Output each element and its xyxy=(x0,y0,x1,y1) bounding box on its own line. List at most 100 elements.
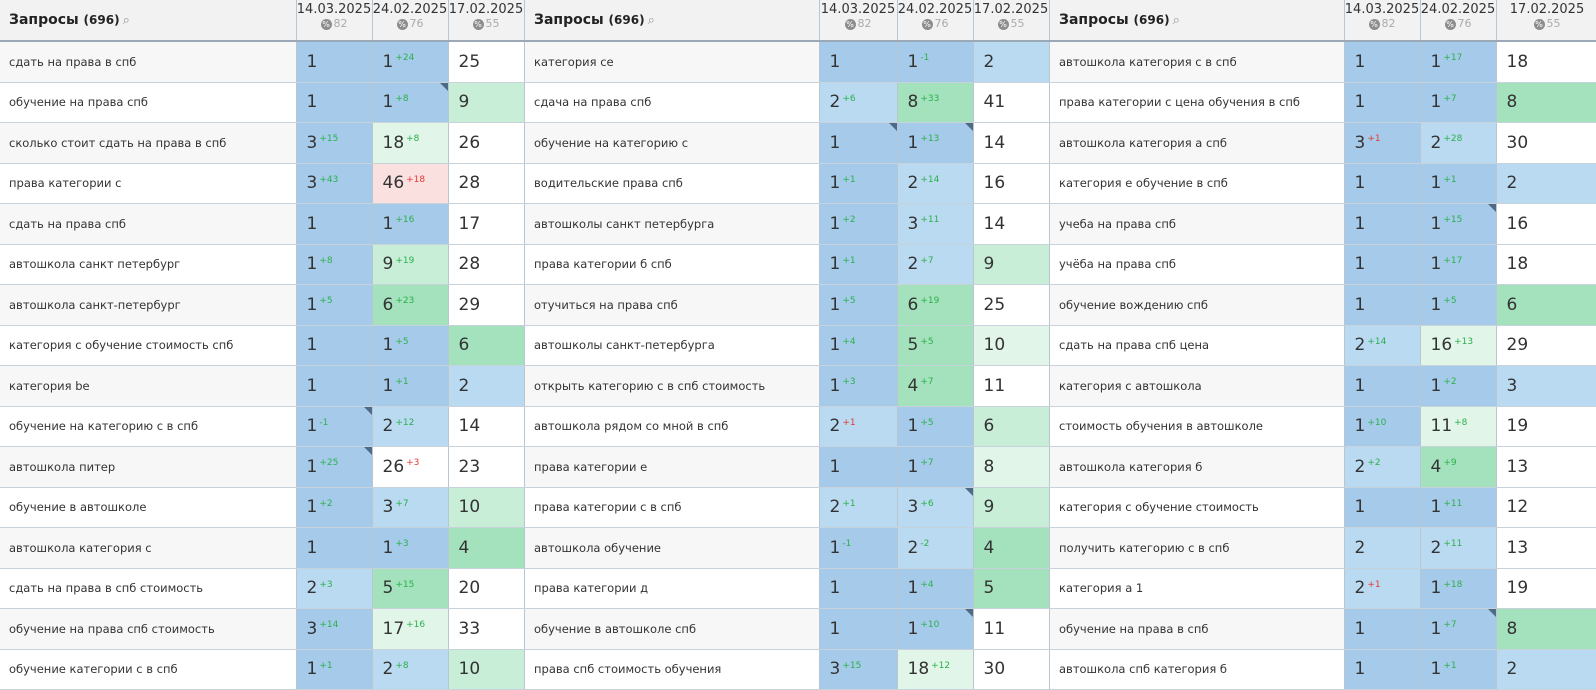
position-cell[interactable]: 1+17 xyxy=(1420,41,1496,82)
date-column-header[interactable]: 17.02.2025%55 xyxy=(973,0,1049,41)
position-cell[interactable]: 18+8 xyxy=(372,123,448,164)
query-cell[interactable]: обучение на права спб xyxy=(0,82,296,123)
position-cell[interactable]: 26 xyxy=(448,123,524,164)
query-cell[interactable]: обучение на категорию с в спб xyxy=(0,406,296,447)
query-cell[interactable]: автошкола санкт-петербург xyxy=(0,285,296,326)
position-cell[interactable]: 11 xyxy=(973,366,1049,407)
query-cell[interactable]: обучение на права спб стоимость xyxy=(0,609,296,650)
position-cell[interactable]: 3+6 xyxy=(897,487,973,528)
position-cell[interactable]: 46+18 xyxy=(372,163,448,204)
query-cell[interactable]: автошкола категория б xyxy=(1050,447,1344,488)
position-cell[interactable]: 1 xyxy=(1344,163,1420,204)
position-cell[interactable]: 12 xyxy=(1496,487,1596,528)
query-cell[interactable]: автошколы санкт-петербурга xyxy=(525,325,819,366)
query-cell[interactable]: автошкола рядом со мной в спб xyxy=(525,406,819,447)
position-cell[interactable]: 3 xyxy=(1496,366,1596,407)
query-cell[interactable]: обучение на категорию с xyxy=(525,123,819,164)
query-cell[interactable]: стоимость обучения в автошколе xyxy=(1050,406,1344,447)
query-cell[interactable]: обучение в автошколе xyxy=(0,487,296,528)
position-cell[interactable]: 2+1 xyxy=(819,487,897,528)
position-cell[interactable]: 1 xyxy=(296,366,372,407)
position-cell[interactable]: 14 xyxy=(448,406,524,447)
position-cell[interactable]: 2+1 xyxy=(819,406,897,447)
query-cell[interactable]: права категории д xyxy=(525,568,819,609)
date-column-header[interactable]: 17.02.2025%55 xyxy=(1496,0,1596,41)
position-cell[interactable]: 1+2 xyxy=(1420,366,1496,407)
position-cell[interactable]: 10 xyxy=(448,649,524,690)
position-cell[interactable]: 23 xyxy=(448,447,524,488)
position-cell[interactable]: 10 xyxy=(973,325,1049,366)
position-cell[interactable]: 1+4 xyxy=(819,325,897,366)
query-cell[interactable]: отучиться на права спб xyxy=(525,285,819,326)
query-cell[interactable]: автошкола категория с в спб xyxy=(1050,41,1344,82)
position-cell[interactable]: 1 xyxy=(1344,366,1420,407)
search-icon[interactable]: ⌕ xyxy=(648,13,655,28)
query-cell[interactable]: учёба на права спб xyxy=(1050,244,1344,285)
position-cell[interactable]: 1+8 xyxy=(372,82,448,123)
query-cell[interactable]: автошкола спб категория б xyxy=(1050,649,1344,690)
query-cell[interactable]: сдать на права в спб стоимость xyxy=(0,568,296,609)
query-cell[interactable]: обучение в автошколе спб xyxy=(525,609,819,650)
position-cell[interactable]: 1 xyxy=(1344,82,1420,123)
position-cell[interactable]: 16 xyxy=(1496,204,1596,245)
position-cell[interactable]: 1 xyxy=(1344,285,1420,326)
position-cell[interactable]: 3+15 xyxy=(819,649,897,690)
position-cell[interactable]: 28 xyxy=(448,244,524,285)
query-cell[interactable]: категория се xyxy=(525,41,819,82)
query-cell[interactable]: автошкола обучение xyxy=(525,528,819,569)
position-cell[interactable]: 8+33 xyxy=(897,82,973,123)
position-cell[interactable]: 1+4 xyxy=(897,568,973,609)
position-cell[interactable]: 1+1 xyxy=(819,244,897,285)
position-cell[interactable]: 1+3 xyxy=(819,366,897,407)
position-cell[interactable]: 6 xyxy=(1496,285,1596,326)
position-cell[interactable]: 1 xyxy=(1344,649,1420,690)
query-cell[interactable]: автошкола категория с xyxy=(0,528,296,569)
query-cell[interactable]: сдать на права спб xyxy=(0,204,296,245)
position-cell[interactable]: 1+24 xyxy=(372,41,448,82)
date-column-header[interactable]: 24.02.2025%76 xyxy=(372,0,448,41)
position-cell[interactable]: 5 xyxy=(973,568,1049,609)
position-cell[interactable]: 1-1 xyxy=(897,41,973,82)
position-cell[interactable]: 3+43 xyxy=(296,163,372,204)
position-cell[interactable]: 1 xyxy=(819,568,897,609)
position-cell[interactable]: 2+1 xyxy=(1344,568,1420,609)
position-cell[interactable]: 1+1 xyxy=(1420,649,1496,690)
position-cell[interactable]: 2 xyxy=(448,366,524,407)
query-cell[interactable]: категория с автошкола xyxy=(1050,366,1344,407)
search-icon[interactable]: ⌕ xyxy=(123,13,130,28)
position-cell[interactable]: 13 xyxy=(1496,447,1596,488)
position-cell[interactable]: 1 xyxy=(296,325,372,366)
position-cell[interactable]: 2 xyxy=(1344,528,1420,569)
position-cell[interactable]: 18 xyxy=(1496,41,1596,82)
position-cell[interactable]: 1+5 xyxy=(897,406,973,447)
query-cell[interactable]: сдача на права спб xyxy=(525,82,819,123)
position-cell[interactable]: 2+2 xyxy=(1344,447,1420,488)
position-cell[interactable]: 2 xyxy=(973,41,1049,82)
query-cell[interactable]: категория с обучение стоимость xyxy=(1050,487,1344,528)
position-cell[interactable]: 5+5 xyxy=(897,325,973,366)
position-cell[interactable]: 4 xyxy=(973,528,1049,569)
position-cell[interactable]: 19 xyxy=(1496,406,1596,447)
position-cell[interactable]: 1 xyxy=(296,204,372,245)
position-cell[interactable]: 1+5 xyxy=(296,285,372,326)
position-cell[interactable]: 1 xyxy=(296,82,372,123)
query-cell[interactable]: категория be xyxy=(0,366,296,407)
position-cell[interactable]: 2+8 xyxy=(372,649,448,690)
position-cell[interactable]: 3+1 xyxy=(1344,123,1420,164)
position-cell[interactable]: 2+11 xyxy=(1420,528,1496,569)
position-cell[interactable]: 6+23 xyxy=(372,285,448,326)
query-cell[interactable]: автошкола питер xyxy=(0,447,296,488)
query-cell[interactable]: автошкола санкт петербург xyxy=(0,244,296,285)
position-cell[interactable]: 25 xyxy=(973,285,1049,326)
position-cell[interactable]: 5+15 xyxy=(372,568,448,609)
position-cell[interactable]: 1 xyxy=(819,447,897,488)
position-cell[interactable]: 1+5 xyxy=(372,325,448,366)
date-column-header[interactable]: 14.03.2025%82 xyxy=(819,0,897,41)
position-cell[interactable]: 11+8 xyxy=(1420,406,1496,447)
date-column-header[interactable]: 24.02.2025%76 xyxy=(897,0,973,41)
position-cell[interactable]: 1+7 xyxy=(897,447,973,488)
position-cell[interactable]: 1+13 xyxy=(897,123,973,164)
position-cell[interactable]: 9+19 xyxy=(372,244,448,285)
position-cell[interactable]: 1+7 xyxy=(1420,609,1496,650)
query-cell[interactable]: категория а 1 xyxy=(1050,568,1344,609)
